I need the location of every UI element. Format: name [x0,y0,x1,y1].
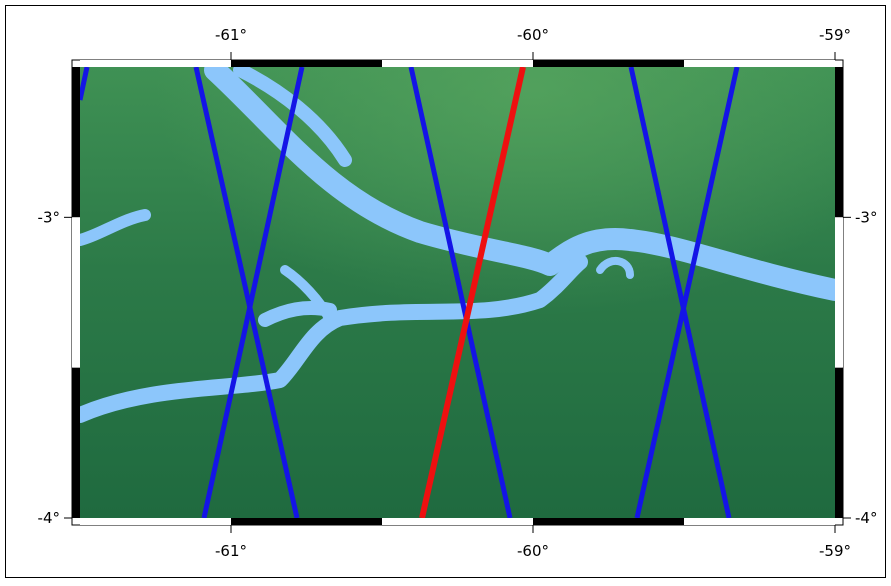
map-area [80,67,835,518]
x-tick-label: -61° [215,542,247,560]
frame-bar [72,368,80,518]
y-tick-label: -4° [38,509,60,527]
frame-bar [533,518,684,525]
frame-bar [835,368,843,518]
page: {"map": { "x_ticks": [{"value": -61, "la… [0,0,891,586]
frame-bar [80,60,231,67]
frame-bar [72,217,80,367]
frame-bar [835,67,843,217]
x-tick-label: -61° [215,26,247,44]
frame-bar [533,60,684,67]
x-tick-label: -60° [517,542,549,560]
frame-bar [72,67,80,217]
frame-bar [684,518,835,525]
x-tick-label: -59° [819,542,851,560]
frame-bar [382,60,533,67]
y-tick-label: -4° [855,509,877,527]
y-tick-label: -3° [38,208,60,226]
frame-bar [684,60,835,67]
map-figure: -61° -61° -60° -60° -59° -59° -3° -3° -4° -4° [0,0,891,582]
y-tick-label: -3° [855,208,877,226]
frame-bar [80,518,231,525]
frame-bar [382,518,533,525]
frame-bar [231,60,382,67]
frame-bar [835,217,843,367]
x-tick-label: -59° [819,26,851,44]
x-tick-label: -60° [517,26,549,44]
frame-bar [231,518,382,525]
